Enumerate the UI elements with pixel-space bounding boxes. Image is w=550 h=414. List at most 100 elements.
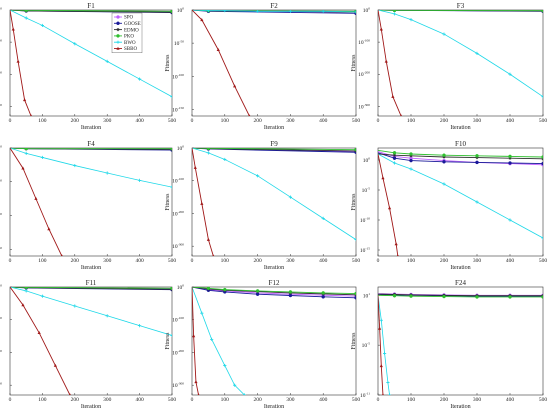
x-tick-label: 200 [71,118,80,124]
x-tick-label: 0 [377,118,380,124]
data-point-goose [354,296,356,300]
plot-frame [191,147,357,257]
plot-frame [191,9,357,117]
plot-frame [9,9,173,117]
x-tick-label: 0 [191,118,194,124]
data-point-goose [442,160,446,164]
data-point-sbbo [391,94,395,98]
x-tick-label: 300 [103,258,112,264]
x-tick-label: 0 [191,258,194,264]
y-tick-label: 100 [177,145,185,153]
data-point-bwo [170,333,172,338]
data-point-bwo [40,155,44,160]
x-tick-label: 100 [38,258,47,264]
x-tick-label: 500 [539,118,548,124]
y-tick-label: 10-100 [0,39,2,47]
y-tick-base: 10 [363,8,369,14]
data-point-bwo [475,200,479,204]
data-point-pko [409,152,413,156]
series-line-bwo [192,148,356,240]
plot-frame [9,286,173,396]
data-point-bwo [242,393,247,395]
x-tick-label: 400 [135,258,144,264]
x-tick-label: 500 [539,258,548,264]
series-line-sbbo [10,148,63,256]
y-tick-exponent: 0 [368,7,370,11]
x-tick-label: 400 [506,118,515,124]
y-tick-base: 10 [360,393,366,399]
data-point-bwo [40,23,44,28]
x-tick-label: 300 [286,397,295,403]
data-point-sbbo [394,242,398,246]
y-tick-exponent: -300 [178,382,185,386]
data-point-pko [541,10,543,13]
data-point-pko [392,293,397,298]
y-tick-exponent: -300 [0,103,2,107]
series-line-sbbo [192,10,250,116]
data-point-sbbo [34,196,38,200]
plot-frame [9,147,173,257]
data-point-sbbo [30,114,33,116]
y-tick-label: 100 [363,157,371,165]
legend-label-bwo: BWO [124,41,136,46]
y-tick-base: 10 [362,188,368,194]
x-tick-label: 400 [135,118,144,124]
legend-label-spo: SPO [124,16,134,21]
data-point-sbbo [396,254,399,256]
x-tick-label: 100 [38,118,47,124]
data-point-bwo [105,171,109,175]
y-tick-exponent: -200 [178,349,185,353]
x-tick-label: 100 [221,118,230,124]
y-tick-base: 10 [177,146,183,152]
y-tick-base: 10 [172,244,178,250]
data-point-pko [508,154,512,159]
data-point-pko [206,148,211,151]
y-tick-exponent: -100 [178,73,185,77]
x-tick-label: 500 [352,397,361,403]
y-tick-base: 10 [358,40,364,46]
data-point-bwo [392,161,397,165]
data-point-pko [206,287,211,291]
plot-frame [377,286,544,396]
data-point-sbbo [53,363,57,367]
data-point-pko [392,10,397,13]
legend-label-pko: PKO [124,35,134,40]
y-tick-label: 10-50 [0,178,2,186]
series-line-bwo [378,10,543,98]
data-point-sbbo [11,27,15,31]
data-point-pko [24,148,28,151]
panel-title: F3 [457,2,465,10]
data-point-bwo [40,294,44,298]
y-tick-exponent: -50 [179,40,184,44]
series-line-pko [378,149,543,158]
data-point-pko [170,148,172,151]
series-line-bwo [192,287,245,395]
x-tick-label: 100 [407,118,416,124]
y-tick-base: 10 [177,8,183,14]
series-line-sbbo [378,10,402,116]
series-group [10,148,172,256]
x-tick-label: 100 [38,397,47,403]
y-tick-label: 10-100 [358,39,370,47]
data-point-pko [354,148,356,152]
y-tick-label: 100 [0,145,2,153]
y-tick-base: 10 [362,343,368,349]
data-point-bwo [387,393,392,395]
data-point-sbbo [37,331,41,335]
data-point-bwo [105,59,109,63]
series-group [192,148,356,256]
y-tick-exponent: -50 [0,178,2,182]
panel-f11: F11010020030040050010010-10010-20010-300… [0,279,176,410]
x-tick-label: 500 [168,118,177,124]
data-point-bwo [409,167,413,171]
y-tick-exponent: -100 [364,39,371,43]
data-point-goose [508,161,512,165]
data-point-bwo [409,18,413,22]
x-tick-label: 300 [473,397,482,403]
x-tick-label: 200 [253,118,262,124]
data-point-pko [321,291,325,295]
data-point-bwo [383,351,387,356]
